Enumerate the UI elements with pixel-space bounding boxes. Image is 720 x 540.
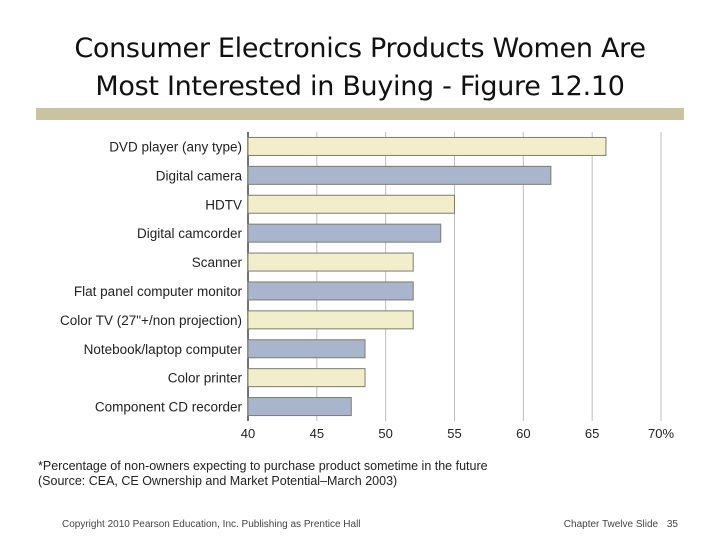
x-tick-label: 55 — [447, 426, 461, 441]
category-label: Color printer — [168, 371, 243, 386]
bar — [247, 281, 414, 301]
bar — [247, 252, 414, 272]
footnote-line-2: (Source: CEA, CE Ownership and Market Po… — [38, 474, 398, 488]
footnote-line-1: *Percentage of non-owners expecting to p… — [38, 459, 488, 473]
bar — [247, 397, 352, 417]
bar — [247, 136, 607, 156]
slide-title-line-2: Most Interested in Buying - Figure 12.10 — [95, 71, 625, 102]
footer-copyright: Copyright 2010 Pearson Education, Inc. P… — [62, 519, 361, 530]
footer-chapter: Chapter Twelve Slide — [563, 519, 659, 530]
category-label: Scanner — [192, 255, 243, 270]
x-tick-label: 45 — [310, 426, 324, 441]
bar — [247, 310, 414, 330]
bar — [247, 223, 442, 243]
footer-page-number: 35 — [666, 519, 678, 530]
footer-slide-info: Chapter Twelve Slide 35 — [558, 519, 678, 530]
bar — [247, 368, 366, 388]
x-tick-label: 50 — [378, 426, 392, 441]
bar — [247, 194, 455, 214]
category-label: DVD player (any type) — [109, 139, 242, 154]
category-label: Digital camcorder — [137, 226, 243, 241]
category-label: HDTV — [205, 197, 242, 212]
category-label: Digital camera — [156, 168, 243, 183]
x-tick-label: 60 — [516, 426, 530, 441]
slide-title: Consumer Electronics Products Women Are … — [20, 30, 700, 106]
category-label: Component CD recorder — [95, 400, 243, 415]
slide-title-line-1: Consumer Electronics Products Women Are — [74, 33, 646, 64]
title-divider-bar — [36, 108, 684, 120]
x-tick-label: 65 — [585, 426, 599, 441]
bar-chart: 40 45 50 55 60 65 70% DVD player (any type) Digi… — [60, 132, 674, 441]
bar — [247, 339, 366, 359]
chart-footnote: *Percentage of non-owners expecting to p… — [38, 459, 488, 489]
x-tick-label: 70% — [648, 426, 674, 441]
category-label: Color TV (27"+/non projection) — [60, 313, 242, 328]
category-label: Flat panel computer monitor — [74, 284, 243, 299]
bar — [247, 165, 552, 185]
x-tick-label: 40 — [241, 426, 255, 441]
category-label: Notebook/laptop computer — [84, 342, 243, 357]
